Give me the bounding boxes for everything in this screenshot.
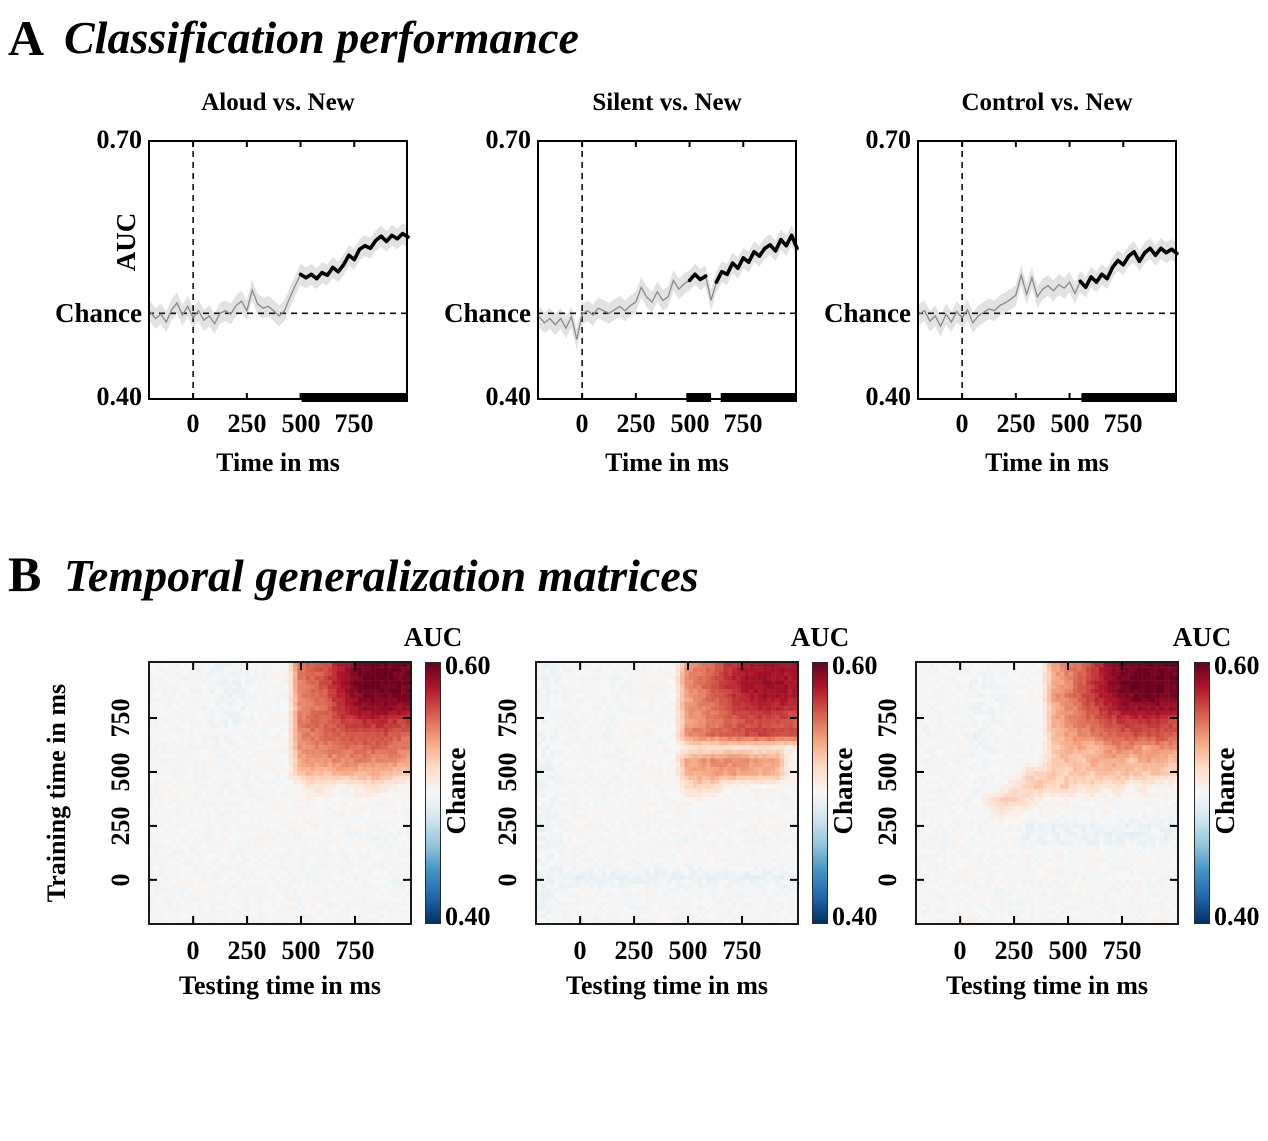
panel-a-letter: A: [8, 10, 45, 66]
chart-control-xtick-0: 0: [955, 409, 969, 438]
colorbar2-mid-label: Chance: [828, 747, 858, 835]
heatmap1-matrix: [150, 663, 410, 923]
chart-silent-ytick-top: 0.70: [485, 125, 532, 154]
chart-control-ytick-bottom: 0.40: [865, 382, 912, 411]
colorbar3-top-label: 0.60: [1214, 651, 1260, 680]
heatmap3-ytick-0: 0: [873, 873, 902, 887]
heatmap1-xtick-750: 750: [335, 936, 375, 965]
heatmap3-xtick-750: 750: [1102, 936, 1142, 965]
chart-silent-title: Silent vs. New: [592, 89, 742, 116]
chart-control-ytick-top: 0.70: [865, 125, 912, 154]
chart-silent-plot: [537, 140, 799, 402]
heatmap1-xtick-0: 0: [186, 936, 200, 965]
colorbar1-mid-label: Chance: [441, 747, 471, 835]
panel-b-title: Temporal generalization matrices: [64, 550, 699, 601]
chart-aloud-ytick-bottom: 0.40: [96, 382, 143, 411]
chart-silent-xtick-750: 750: [723, 409, 763, 438]
heatmap2-xtick-750: 750: [722, 936, 762, 965]
chart-silent-chance-label: Chance: [444, 298, 531, 328]
heatmap1-xtick-250: 250: [227, 936, 267, 965]
chart-control-xtick-500: 500: [1050, 409, 1090, 438]
chart-control-xaxis-label: Time in ms: [985, 448, 1109, 477]
chart-silent-ytick-bottom: 0.40: [485, 382, 532, 411]
heatmap1-xtick-500: 500: [281, 936, 321, 965]
chart-aloud-chance-label: Chance: [55, 298, 142, 328]
chart-aloud-xaxis-label: Time in ms: [216, 448, 340, 477]
colorbar3-mid-label: Chance: [1210, 747, 1240, 835]
chart-aloud-xtick-250: 250: [227, 409, 267, 438]
heatmap2-frame: [535, 661, 799, 925]
chart-silent-xtick-250: 250: [616, 409, 656, 438]
heatmap2-xtick-0: 0: [573, 936, 587, 965]
heatmap1-ytick-0: 0: [106, 873, 135, 887]
colorbar1-title: AUC: [403, 622, 463, 652]
chart-control-plot: [917, 140, 1179, 402]
heatmap3-xaxis-label: Testing time in ms: [946, 971, 1148, 1000]
heatmap2-ytick-0: 0: [493, 873, 522, 887]
colorbar2-top-label: 0.60: [832, 651, 878, 680]
chart-aloud-xtick-500: 500: [281, 409, 321, 438]
chart-aloud-xtick-750: 750: [334, 409, 374, 438]
heatmap2-xtick-500: 500: [668, 936, 708, 965]
panel-a-title: Classification performance: [64, 12, 579, 63]
chart-silent-xtick-500: 500: [670, 409, 710, 438]
chart-silent-xtick-0: 0: [575, 409, 589, 438]
heatmap2-xtick-250: 250: [614, 936, 654, 965]
colorbar3: [1194, 662, 1210, 924]
heatmap3-matrix: [917, 663, 1177, 923]
heatmap1-xaxis-label: Testing time in ms: [179, 971, 381, 1000]
colorbar2-title: AUC: [790, 622, 850, 652]
heatmap1-yaxis-label: Training time in ms: [42, 683, 71, 903]
panel-b-letter: B: [8, 546, 42, 602]
chart-control-xtick-750: 750: [1103, 409, 1143, 438]
chart-control-xtick-250: 250: [996, 409, 1036, 438]
chart-aloud-yaxis-label: AUC: [111, 212, 141, 272]
heatmap3-xtick-250: 250: [994, 936, 1034, 965]
colorbar1-bottom-label: 0.40: [445, 902, 491, 931]
colorbar1-top-label: 0.60: [445, 651, 491, 680]
chart-control-title: Control vs. New: [961, 89, 1133, 116]
colorbar3-title: AUC: [1172, 622, 1232, 652]
heatmap2-xaxis-label: Testing time in ms: [566, 971, 768, 1000]
chart-control-chance-label: Chance: [824, 298, 911, 328]
colorbar3-bottom-label: 0.40: [1214, 902, 1260, 931]
colorbar1: [425, 662, 441, 924]
colorbar2: [812, 662, 828, 924]
chart-silent-xaxis-label: Time in ms: [605, 448, 729, 477]
heatmap3-frame: [915, 661, 1179, 925]
chart-aloud-ytick-top: 0.70: [96, 125, 143, 154]
chart-aloud-title: Aloud vs. New: [201, 89, 355, 116]
chart-aloud-plot: [148, 140, 410, 402]
heatmap2-matrix: [537, 663, 797, 923]
heatmap3-xtick-0: 0: [953, 936, 967, 965]
chart-aloud-xtick-0: 0: [186, 409, 200, 438]
colorbar2-bottom-label: 0.40: [832, 902, 878, 931]
heatmap1-frame: [148, 661, 412, 925]
heatmap3-xtick-500: 500: [1048, 936, 1088, 965]
